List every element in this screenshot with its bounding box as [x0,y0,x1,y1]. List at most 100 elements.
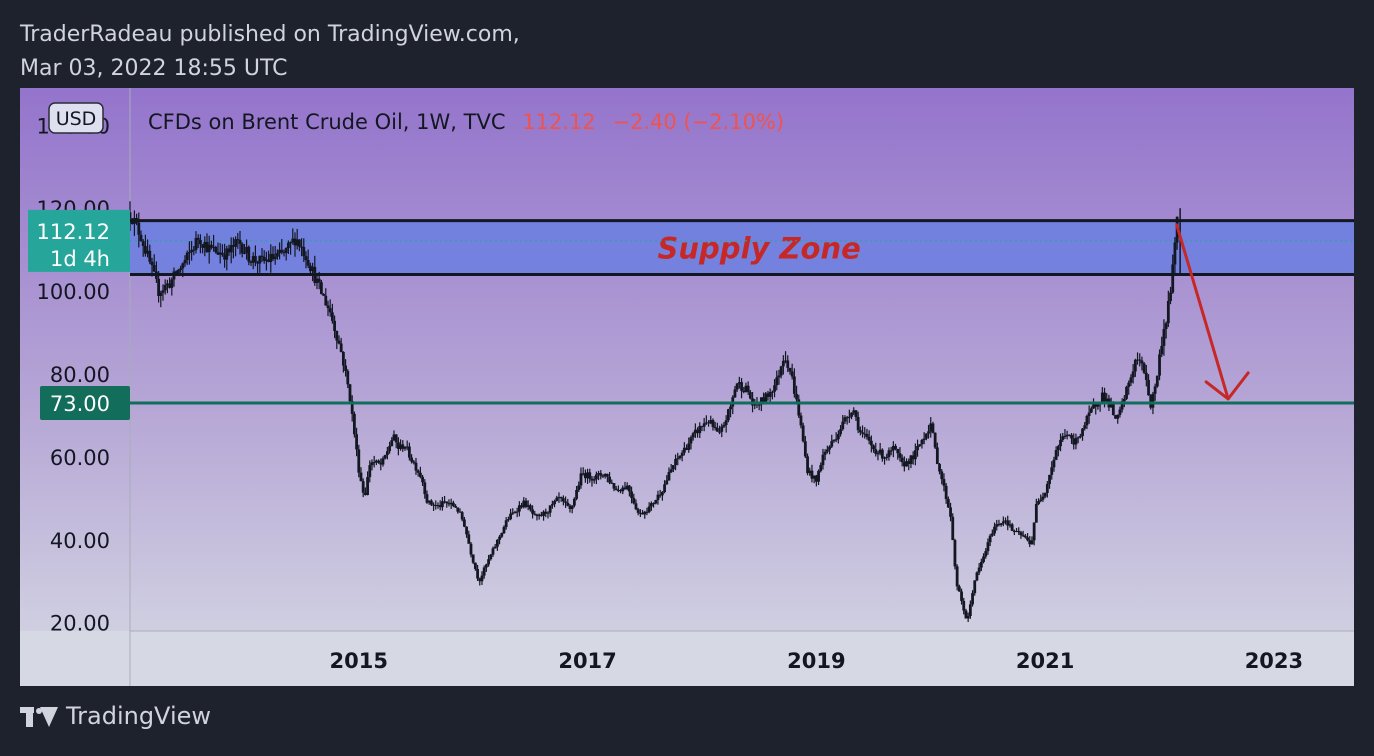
legend-symbol: CFDs on Brent Crude Oil, 1W, TVC [148,110,506,134]
chart-legend[interactable]: CFDs on Brent Crude Oil, 1W, TVC 112.12 … [148,110,784,134]
candle-body [944,485,948,500]
candle-body [1144,372,1148,380]
candle-body [696,429,699,434]
candle-body [1070,434,1073,439]
candle-body [821,454,825,466]
candle-body [638,512,642,514]
candle-body [385,451,389,456]
candle-body [185,252,189,261]
candle-body [1127,382,1131,387]
candle-body [858,430,862,433]
candle-body [878,449,882,454]
candle-body [205,242,209,253]
candle-body [1083,425,1087,429]
candle-body [946,499,950,508]
candle-body [458,511,462,513]
candle-body [1109,402,1113,408]
candle-body [872,445,875,450]
candle-body [799,415,803,426]
candle-body [1052,459,1056,468]
candle-body [1072,438,1076,445]
candle-body [372,462,376,464]
candle-body [1158,354,1161,376]
candle-body [711,420,715,427]
candle-body [652,503,655,505]
candle-body [647,506,651,513]
candle-body [322,293,325,296]
candle-body [1131,371,1135,378]
candle-body [616,490,620,492]
candle-body [817,470,820,482]
candle-body [231,245,235,247]
candle-body [465,526,468,535]
candle-body [894,445,897,449]
candle-body [931,423,935,433]
candle-body [757,404,761,406]
usd-badge[interactable]: USD [48,102,104,138]
candle-body [1021,535,1025,537]
candle-body [308,265,312,272]
candle-body [614,488,618,491]
candle-body [1028,540,1032,545]
candle-body [685,447,688,450]
candle-body [132,218,136,224]
down-arrow-shaft [1175,223,1230,401]
candle-body [542,511,545,516]
chart-frame[interactable]: Supply Zone 140.00120.00100.0080.0060.00… [20,88,1354,686]
price-chart[interactable]: Supply Zone 140.00120.00100.0080.0060.00… [20,88,1354,686]
candle-body [698,425,702,434]
candle-body [313,266,317,283]
candle-body [247,246,251,262]
candle-body [190,249,193,253]
brand-name: TradingView [66,702,212,730]
candle-body [667,472,671,481]
candle-body [282,252,286,254]
candle-body [1076,437,1080,439]
candle-body [874,449,878,454]
price-tag-countdown: 1d 4h [50,247,110,271]
candle-body [447,503,451,505]
y-tick-label: 60.00 [50,446,110,470]
candle-body [1147,379,1150,396]
candle-body [1023,535,1027,538]
candle-body [1160,345,1164,355]
candle-body [832,439,836,442]
candle-body [1006,520,1010,526]
candle-body [293,238,297,246]
candle-body [291,238,295,243]
candle-body [454,506,457,508]
candle-body [436,505,440,507]
candle-body [823,451,827,455]
price-tag-box [28,209,130,272]
candle-body [1012,530,1016,532]
candle-body [1001,521,1005,524]
candle-body [401,444,405,449]
candle-body [434,505,438,507]
candle-body [311,266,314,272]
candle-body [377,460,380,463]
candle-body [814,475,818,482]
candle-body [381,458,385,465]
candle-body [152,265,156,272]
candle-body [621,487,625,492]
candle-body [526,505,530,507]
candle-body [733,389,737,398]
candle-body [599,473,603,476]
candle-body [533,513,537,515]
candle-body [570,505,574,509]
candle-body [392,434,396,441]
candle-body [905,461,908,467]
candle-body [245,246,248,253]
candle-body [924,433,928,439]
candle-body [366,477,369,495]
footer-brand[interactable]: TradingView [20,702,211,730]
candle-body [964,610,968,619]
candle-body [623,487,627,490]
candle-body [592,479,596,481]
candle-body [267,259,270,263]
candle-body [933,432,937,448]
candle-body [214,246,218,253]
candle-body [535,514,539,517]
candle-body [737,382,741,384]
candle-body [907,461,911,464]
